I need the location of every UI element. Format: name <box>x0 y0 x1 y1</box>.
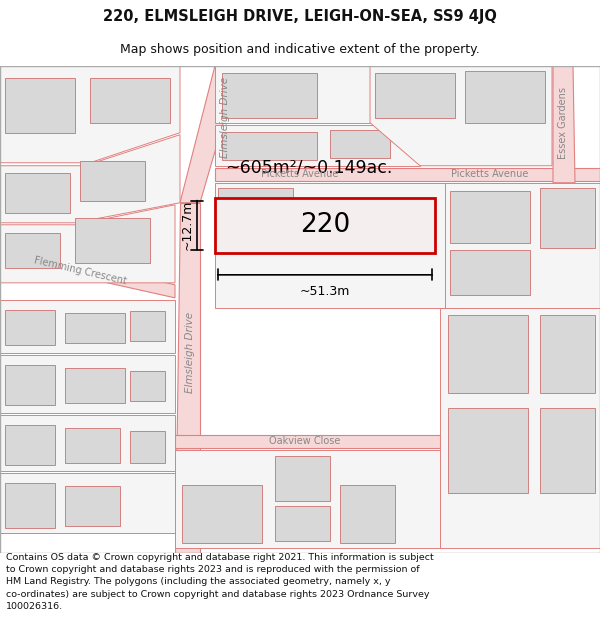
Polygon shape <box>0 300 175 353</box>
Bar <box>5 232 60 268</box>
Text: ~12.7m: ~12.7m <box>181 200 194 251</box>
Bar <box>465 71 545 122</box>
Bar <box>450 191 530 242</box>
Bar <box>80 161 145 201</box>
Bar <box>540 188 595 248</box>
Text: Map shows position and indicative extent of the property.: Map shows position and indicative extent… <box>120 42 480 56</box>
Polygon shape <box>180 66 240 203</box>
Polygon shape <box>445 182 600 308</box>
Bar <box>130 311 165 341</box>
Text: Elmsleigh Drive: Elmsleigh Drive <box>185 312 195 394</box>
Polygon shape <box>0 135 180 222</box>
Bar <box>5 78 75 132</box>
Bar <box>275 456 330 501</box>
Text: ~51.3m: ~51.3m <box>300 285 350 298</box>
Polygon shape <box>215 66 370 122</box>
Bar <box>448 408 528 493</box>
Text: Essex Gardens: Essex Gardens <box>558 87 568 159</box>
Polygon shape <box>0 66 180 162</box>
Bar <box>65 428 120 463</box>
Bar <box>75 217 150 263</box>
Text: ~605m²/~0.149ac.: ~605m²/~0.149ac. <box>225 159 392 177</box>
Polygon shape <box>0 355 175 413</box>
Bar <box>5 365 55 405</box>
Text: Flemming Crescent: Flemming Crescent <box>33 255 127 286</box>
Bar <box>5 173 70 213</box>
Bar <box>340 485 395 543</box>
Polygon shape <box>0 205 175 283</box>
Bar <box>90 78 170 122</box>
Bar <box>5 483 55 528</box>
Bar <box>130 431 165 463</box>
Bar <box>275 506 330 541</box>
Polygon shape <box>215 168 600 181</box>
Bar <box>222 72 317 118</box>
Bar <box>540 408 595 493</box>
Polygon shape <box>0 242 175 298</box>
Text: Elmsleigh Drive: Elmsleigh Drive <box>220 77 230 158</box>
Bar <box>65 368 125 403</box>
Polygon shape <box>175 450 440 548</box>
Bar <box>450 250 530 295</box>
Polygon shape <box>0 473 175 533</box>
Polygon shape <box>215 182 445 308</box>
Bar <box>65 486 120 526</box>
Polygon shape <box>175 202 200 553</box>
Bar <box>182 485 262 543</box>
Bar <box>375 72 455 118</box>
Polygon shape <box>175 435 440 448</box>
Bar <box>218 188 293 228</box>
Bar <box>130 371 165 401</box>
Bar <box>5 310 55 345</box>
Bar <box>540 315 595 393</box>
Bar <box>215 198 435 253</box>
Bar <box>330 130 390 158</box>
Text: Contains OS data © Crown copyright and database right 2021. This information is : Contains OS data © Crown copyright and d… <box>6 553 434 611</box>
Polygon shape <box>370 66 552 166</box>
Text: Picketts Avenue: Picketts Avenue <box>451 169 529 179</box>
Bar <box>222 132 317 160</box>
Bar <box>5 425 55 465</box>
Text: 220: 220 <box>300 213 350 238</box>
Bar <box>448 315 528 393</box>
Polygon shape <box>440 308 600 548</box>
Text: 220, ELMSLEIGH DRIVE, LEIGH-ON-SEA, SS9 4JQ: 220, ELMSLEIGH DRIVE, LEIGH-ON-SEA, SS9 … <box>103 9 497 24</box>
Text: Oakview Close: Oakview Close <box>269 436 341 446</box>
Text: Picketts Avenue: Picketts Avenue <box>262 169 338 179</box>
Polygon shape <box>553 66 575 182</box>
Bar <box>65 313 125 343</box>
Polygon shape <box>215 124 420 166</box>
Polygon shape <box>0 415 175 471</box>
